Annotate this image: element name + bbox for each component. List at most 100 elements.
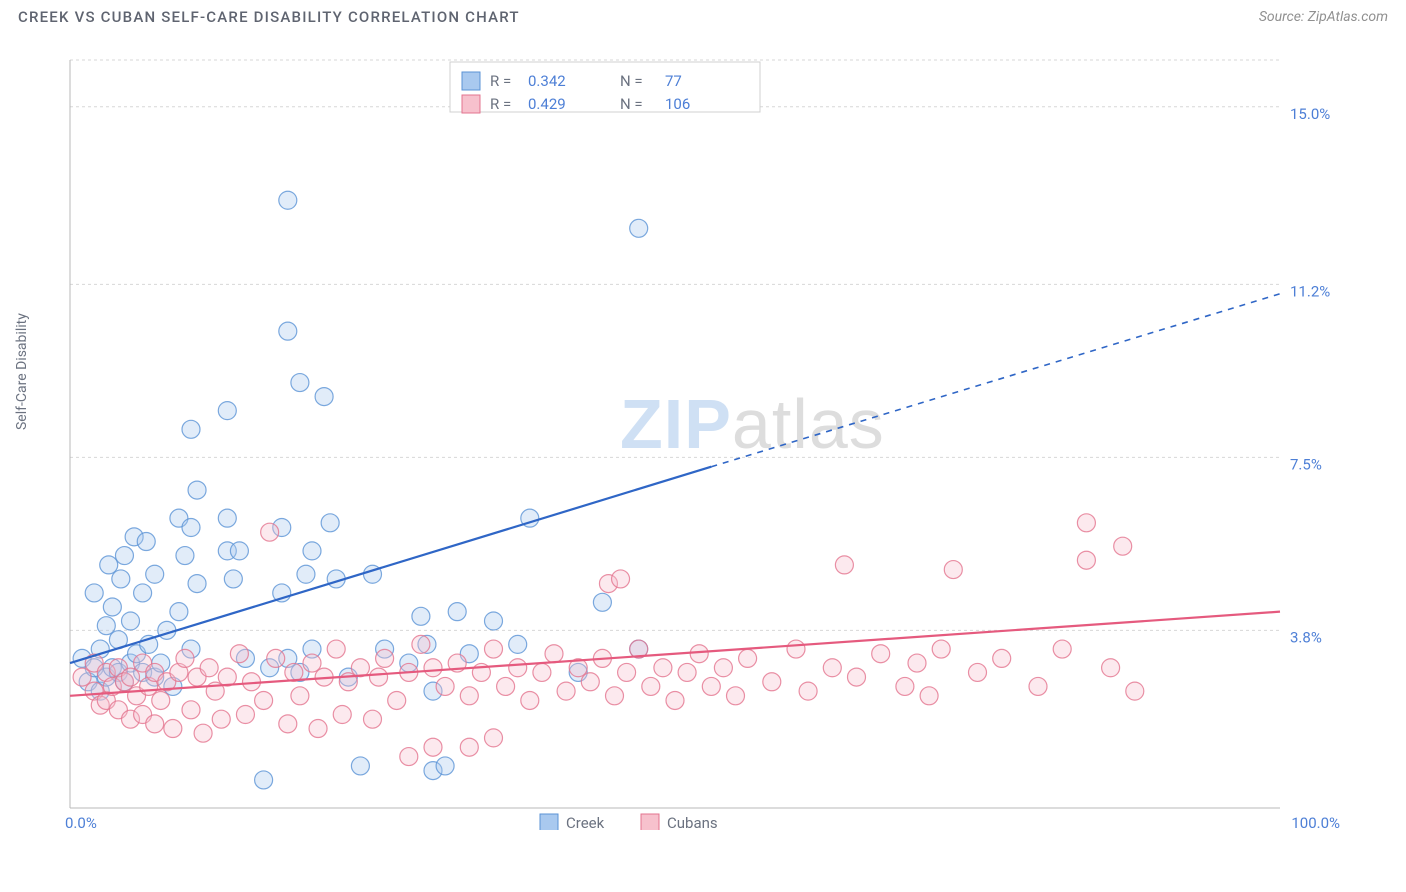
data-point-cubans — [823, 659, 841, 677]
data-point-cubans — [400, 748, 418, 766]
data-point-cubans — [351, 659, 369, 677]
data-point-cubans — [327, 640, 345, 658]
data-point-cubans — [370, 668, 388, 686]
data-point-cubans — [309, 720, 327, 738]
legend-n-value: 106 — [665, 95, 690, 113]
data-point-cubans — [666, 691, 684, 709]
legend-r-label: R = — [490, 95, 511, 113]
legend-r-value: 0.429 — [528, 95, 566, 113]
data-point-creek — [176, 547, 194, 565]
data-point-creek — [279, 322, 297, 340]
data-point-cubans — [581, 673, 599, 691]
data-point-cubans — [848, 668, 866, 686]
data-point-cubans — [835, 556, 853, 574]
data-point-creek — [218, 509, 236, 527]
legend-n-label: N = — [620, 95, 643, 113]
data-point-creek — [103, 598, 121, 616]
data-point-cubans — [364, 710, 382, 728]
data-point-cubans — [279, 715, 297, 733]
data-point-cubans — [412, 635, 430, 653]
data-point-cubans — [642, 677, 660, 695]
data-point-cubans — [1053, 640, 1071, 658]
y-axis-label: Self-Care Disability — [14, 313, 30, 430]
data-point-creek — [137, 533, 155, 551]
data-point-cubans — [702, 677, 720, 695]
y-tick-label: 7.5% — [1290, 455, 1322, 473]
data-point-cubans — [152, 691, 170, 709]
data-point-cubans — [763, 673, 781, 691]
y-tick-label: 15.0% — [1290, 105, 1330, 123]
data-point-cubans — [1029, 677, 1047, 695]
data-point-cubans — [872, 645, 890, 663]
data-point-cubans — [993, 649, 1011, 667]
data-point-creek — [122, 612, 140, 630]
data-point-cubans — [509, 659, 527, 677]
data-point-cubans — [521, 691, 539, 709]
data-point-creek — [85, 584, 103, 602]
data-point-creek — [436, 757, 454, 775]
data-point-creek — [115, 547, 133, 565]
data-point-creek — [630, 219, 648, 237]
data-point-creek — [279, 191, 297, 209]
data-point-creek — [412, 607, 430, 625]
data-point-creek — [188, 481, 206, 499]
data-point-creek — [315, 388, 333, 406]
data-point-creek — [291, 374, 309, 392]
watermark: ZIPatlas — [620, 385, 885, 463]
data-point-cubans — [714, 659, 732, 677]
data-point-cubans — [1077, 514, 1095, 532]
data-point-creek — [593, 593, 611, 611]
data-point-cubans — [727, 687, 745, 705]
data-point-cubans — [436, 677, 454, 695]
data-point-creek — [188, 575, 206, 593]
data-point-creek — [100, 556, 118, 574]
data-point-cubans — [182, 701, 200, 719]
legend-swatch — [462, 72, 480, 90]
data-point-cubans — [267, 649, 285, 667]
data-point-cubans — [739, 649, 757, 667]
data-point-cubans — [678, 663, 696, 681]
data-point-cubans — [424, 738, 442, 756]
data-point-cubans — [690, 645, 708, 663]
data-point-creek — [134, 584, 152, 602]
legend-r-value: 0.342 — [528, 72, 566, 90]
legend-n-label: N = — [620, 72, 643, 90]
data-point-cubans — [533, 663, 551, 681]
data-point-creek — [182, 519, 200, 537]
data-point-cubans — [303, 654, 321, 672]
bottom-legend-swatch — [540, 814, 558, 830]
data-point-creek — [351, 757, 369, 775]
data-point-cubans — [1102, 659, 1120, 677]
data-point-cubans — [333, 706, 351, 724]
legend-swatch — [462, 95, 480, 113]
data-point-cubans — [1114, 537, 1132, 555]
data-point-creek — [255, 771, 273, 789]
data-point-cubans — [944, 561, 962, 579]
data-point-cubans — [460, 687, 478, 705]
chart-title: CREEK VS CUBAN SELF-CARE DISABILITY CORR… — [18, 8, 520, 26]
data-point-cubans — [654, 659, 672, 677]
data-point-cubans — [932, 640, 950, 658]
bottom-legend-label: Cubans — [667, 814, 718, 830]
data-point-cubans — [261, 523, 279, 541]
x-tick-label: 0.0% — [65, 814, 97, 830]
data-point-cubans — [787, 640, 805, 658]
chart-container: 15.0%11.2%7.5%3.8%ZIPatlasR =0.342N =77R… — [50, 48, 1350, 830]
data-point-creek — [230, 542, 248, 560]
data-point-cubans — [424, 659, 442, 677]
data-point-creek — [224, 570, 242, 588]
data-point-creek — [218, 402, 236, 420]
data-point-cubans — [920, 687, 938, 705]
data-point-cubans — [176, 649, 194, 667]
legend-r-label: R = — [490, 72, 511, 90]
data-point-cubans — [376, 649, 394, 667]
data-point-cubans — [557, 682, 575, 700]
data-point-creek — [448, 603, 466, 621]
data-point-cubans — [200, 659, 218, 677]
trendline-extrap-creek — [711, 294, 1280, 467]
data-point-cubans — [606, 687, 624, 705]
data-point-cubans — [485, 640, 503, 658]
data-point-cubans — [497, 677, 515, 695]
data-point-cubans — [164, 720, 182, 738]
data-point-cubans — [969, 663, 987, 681]
